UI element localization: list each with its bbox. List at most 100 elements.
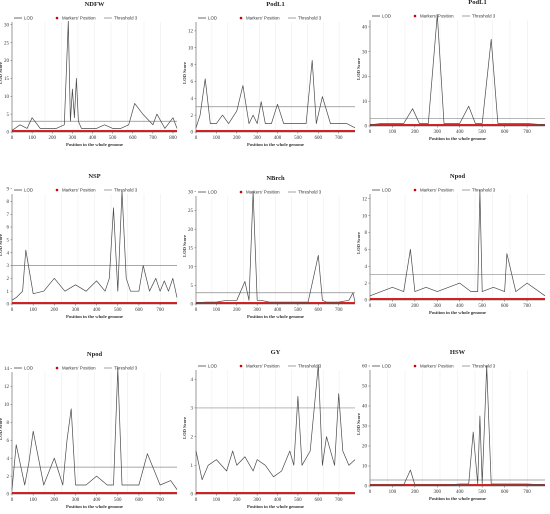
panel-title: NBrch: [266, 175, 285, 182]
x-tick-label: 500: [294, 498, 302, 503]
y-tick-label: 15: [4, 77, 10, 82]
y-tick-label: 0: [365, 299, 368, 304]
y-tick-label: 0: [7, 303, 10, 308]
legend-markers-swatch: [239, 190, 243, 194]
y-axis-label: LOD Score: [0, 234, 3, 256]
legend-threshold-label: Threshold 3: [298, 364, 322, 369]
legend-markers-label: Markers' Position: [62, 16, 96, 21]
legend-markers-swatch: [55, 16, 59, 20]
x-tick-label: 400: [456, 490, 464, 495]
x-tick-label: 100: [389, 130, 397, 135]
legend-markers-label: Markers' Position: [246, 364, 280, 369]
x-tick-label: 400: [274, 308, 282, 313]
panel-title: Npod: [87, 351, 103, 358]
x-tick-label: 300: [253, 498, 261, 503]
y-tick-label: 3: [191, 407, 194, 412]
x-axis-label: Position in the whole genome: [247, 314, 304, 319]
legend-markers-swatch: [413, 364, 417, 368]
y-axis-label: LOD Score: [182, 235, 187, 257]
x-tick-label: 300: [253, 308, 261, 313]
legend-markers-swatch: [413, 188, 417, 192]
lod-series-line: [11, 368, 178, 490]
panel-legend: LOD Markers' Position Threshold 3: [372, 14, 496, 19]
x-tick-label: 800: [169, 136, 177, 141]
y-tick-label: 50: [362, 385, 368, 390]
x-tick-label: 200: [51, 498, 59, 503]
y-tick-label: 9: [7, 187, 10, 192]
x-tick-label: 600: [129, 136, 137, 141]
legend-lod-label: LOD: [208, 364, 217, 369]
x-tick-label: 300: [434, 304, 442, 309]
y-tick-label: 8: [191, 63, 194, 68]
y-axis-label: LOD Score: [356, 413, 361, 435]
panel-title: NDFW: [85, 1, 105, 8]
y-tick-label: 1: [7, 290, 10, 295]
x-tick-label: 600: [501, 130, 509, 135]
x-tick-label: 500: [114, 498, 122, 503]
x-tick-label: 0: [195, 136, 198, 141]
legend-threshold-label: Threshold 3: [472, 188, 496, 193]
x-axis-label: Position in the whole genome: [429, 136, 486, 141]
y-axis-label: LOD Score: [0, 418, 3, 440]
y-tick-label: 30: [362, 425, 368, 430]
x-tick-label: 400: [93, 308, 101, 313]
lod-series-line: [369, 189, 546, 297]
x-tick-label: 300: [434, 130, 442, 135]
x-tick-label: 200: [233, 498, 241, 503]
legend-markers-swatch: [239, 16, 243, 20]
legend-markers-swatch: [55, 188, 59, 192]
x-tick-label: 700: [523, 304, 531, 309]
x-tick-label: 200: [233, 308, 241, 313]
legend-markers-label: Markers' Position: [62, 366, 96, 371]
y-tick-label: 3: [7, 264, 10, 269]
x-tick-label: 0: [11, 498, 14, 503]
y-tick-label: 0: [191, 303, 194, 308]
legend-threshold-label: Threshold 3: [298, 16, 322, 21]
y-tick-label: 0: [7, 131, 10, 136]
x-tick-label: 300: [434, 490, 442, 495]
x-tick-label: 700: [335, 308, 343, 313]
y-tick-label: 6: [7, 226, 10, 231]
y-tick-label: 20: [362, 445, 368, 450]
x-tick-label: 0: [11, 308, 14, 313]
x-tick-label: 600: [135, 498, 143, 503]
panel-legend: LOD Markers' Position Threshold 3: [14, 16, 138, 21]
y-axis-label: LOD Score: [182, 62, 187, 84]
x-tick-label: 400: [93, 498, 101, 503]
y-tick-label: 4: [7, 457, 10, 462]
x-tick-label: 700: [335, 498, 343, 503]
x-tick-label: 500: [478, 304, 486, 309]
y-tick-label: 6: [7, 439, 10, 444]
legend-threshold-label: Threshold 3: [472, 364, 496, 369]
x-tick-label: 200: [411, 304, 419, 309]
legend-lod-label: LOD: [208, 190, 217, 195]
y-tick-label: 4: [191, 97, 194, 102]
legend-threshold-label: Threshold 3: [114, 188, 138, 193]
x-tick-label: 700: [156, 498, 164, 503]
legend-markers-label: Markers' Position: [420, 188, 454, 193]
y-tick-label: 5: [191, 284, 194, 289]
legend-lod-label: LOD: [208, 16, 217, 21]
x-tick-label: 100: [28, 136, 36, 141]
x-axis-label: Position in the whole genome: [66, 504, 123, 509]
x-tick-label: 600: [315, 136, 323, 141]
x-tick-label: 100: [29, 308, 37, 313]
legend-lod-label: LOD: [382, 188, 391, 193]
legend-lod-label: LOD: [382, 14, 391, 19]
y-axis-label: LOD Score: [0, 62, 3, 84]
y-tick-label: 25: [188, 209, 194, 214]
legend-threshold-label: Threshold 3: [472, 14, 496, 19]
y-tick-label: 6: [365, 248, 368, 253]
lod-series-line: [11, 190, 178, 301]
x-tick-label: 600: [501, 490, 509, 495]
x-tick-label: 500: [294, 136, 302, 141]
y-tick-label: 10: [188, 265, 194, 270]
x-tick-label: 100: [29, 498, 37, 503]
x-tick-label: 400: [456, 130, 464, 135]
y-tick-label: 8: [365, 231, 368, 236]
